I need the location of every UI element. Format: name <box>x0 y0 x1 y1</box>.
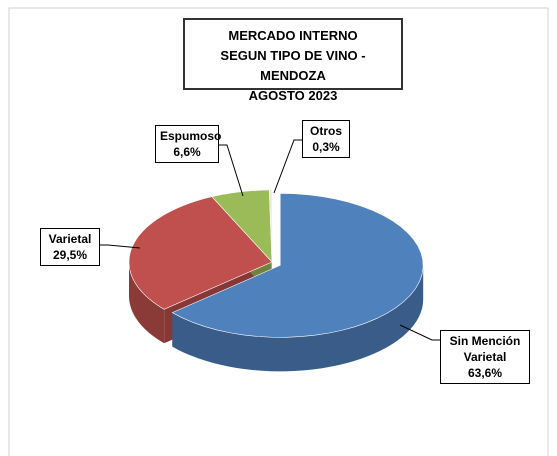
label-category: Espumoso <box>160 129 222 143</box>
slice <box>268 189 273 263</box>
leader-line <box>273 139 302 194</box>
slice-side <box>172 265 424 372</box>
label-category: Otros <box>309 124 342 138</box>
pie <box>128 189 424 372</box>
data-label: Sin Mención Varietal 63,6% <box>440 330 530 384</box>
label-category: Varietal <box>48 232 92 246</box>
title-line: AGOSTO 2023 <box>248 88 338 103</box>
label-value: 0,3% <box>312 140 340 154</box>
label-value: 29,5% <box>52 248 88 262</box>
data-label: Varietal 29,5% <box>40 228 100 266</box>
label-value: 6,6% <box>173 145 201 159</box>
data-label: Espumoso 6,6% <box>155 125 222 163</box>
chart-title: MERCADO INTERNO SEGUN TIPO DE VINO - MEN… <box>183 18 403 103</box>
data-label: Otros 0,3% <box>302 120 350 158</box>
slice-side <box>129 262 165 344</box>
title-line: SEGUN TIPO DE VINO - MENDOZA <box>220 48 366 83</box>
leader-line <box>219 144 244 197</box>
slice <box>171 193 424 338</box>
title-line: MERCADO INTERNO <box>228 28 358 43</box>
leader-line <box>100 244 141 249</box>
label-category: Sin Mención Varietal <box>449 334 521 364</box>
slice <box>211 189 273 263</box>
label-value: 63,6% <box>467 366 503 380</box>
leader-line <box>399 324 440 341</box>
leader-lines <box>100 139 440 341</box>
